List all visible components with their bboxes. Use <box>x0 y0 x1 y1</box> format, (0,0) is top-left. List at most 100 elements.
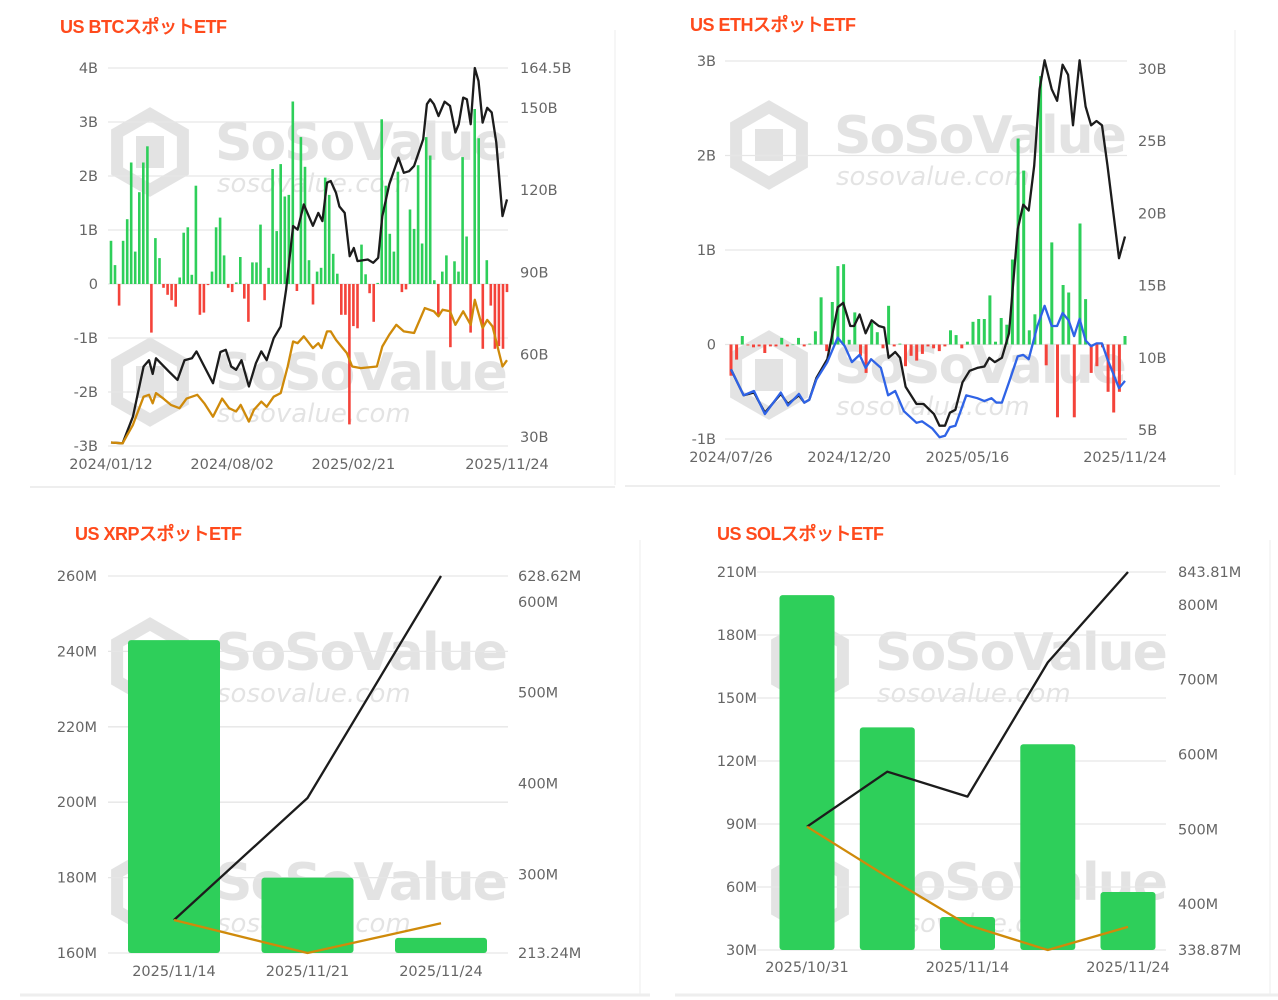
btc-chart-title: US BTCスポットETF <box>60 17 227 37</box>
outflow-bar <box>170 284 173 301</box>
outflow-bar <box>774 344 778 347</box>
inflow-bar <box>1050 242 1054 345</box>
inflow-bar <box>392 251 396 284</box>
inflow-bar <box>954 335 958 345</box>
line-black-series <box>729 59 1127 427</box>
sosovalue-logo-icon <box>755 129 783 161</box>
inflow-bar <box>327 194 331 284</box>
left-axis-tick-label: 1B <box>697 243 716 259</box>
inflow-bar <box>336 273 339 284</box>
inflow-bar <box>441 271 444 284</box>
right-axis-tick-label: 213.24M <box>518 946 581 962</box>
inflow-bar <box>965 341 969 345</box>
inflow-bar <box>384 185 388 284</box>
xrp-chart: SoSoValuesosovalue.comSoSoValuesosovalue… <box>57 569 581 980</box>
inflow-bar <box>331 253 335 284</box>
outflow-bar <box>230 284 234 293</box>
outflow-bar <box>372 284 375 322</box>
inflow-bar <box>859 727 915 950</box>
outflow-bar <box>348 284 351 425</box>
inflow-bar <box>323 177 327 284</box>
left-axis-tick-label: 120M <box>717 754 757 770</box>
inflow-bar <box>279 164 282 284</box>
inflow-bar <box>445 255 448 284</box>
right-axis-tick-label: 400M <box>1178 897 1218 913</box>
line-blue-series <box>729 304 1126 439</box>
inflow-bar <box>898 343 902 345</box>
right-axis-tick-label: 164.5B <box>520 61 571 77</box>
xrp-chart-title: US XRPスポットETF <box>75 524 242 544</box>
inflow-bar <box>875 332 879 345</box>
outflow-bar <box>1106 344 1110 392</box>
left-axis-tick-label: 160M <box>57 946 97 962</box>
outflow-bar <box>489 284 493 306</box>
inflow-bar <box>186 227 190 284</box>
outflow-bar <box>1089 344 1093 373</box>
left-axis-tick-label: 1B <box>79 223 98 239</box>
line-gold-series <box>173 918 442 955</box>
inflow-bar <box>1084 299 1088 345</box>
right-axis-tick-label: 500M <box>1178 822 1218 838</box>
inflow-bar <box>988 295 992 345</box>
panel-dividers <box>20 30 1278 997</box>
outflow-bar <box>437 284 440 317</box>
left-axis-tick-label: 60M <box>726 880 757 896</box>
inflow-bar <box>255 262 258 284</box>
inflow-bar <box>1027 330 1031 345</box>
x-axis-tick-label: 2025/11/14 <box>926 960 1010 976</box>
inflow-bar <box>830 302 834 345</box>
outflow-bar <box>757 344 761 347</box>
inflow-bar <box>360 244 363 284</box>
left-axis-tick-label: 200M <box>57 795 97 811</box>
right-axis-tick-label: 15B <box>1138 279 1166 295</box>
inflow-bar <box>473 109 476 284</box>
inflow-bar <box>214 227 218 284</box>
inflow-bar <box>420 243 424 284</box>
right-axis-tick-label: 400M <box>518 776 558 792</box>
outflow-bar <box>226 284 230 288</box>
inflow-bar <box>424 137 428 284</box>
inflow-bar <box>887 305 891 345</box>
inflow-bar <box>299 137 303 284</box>
outflow-bar <box>162 284 165 288</box>
watermark-url: sosovalue.com <box>877 679 1071 709</box>
x-axis-tick-label: 2025/11/21 <box>266 964 350 980</box>
outflow-bar <box>932 344 936 349</box>
inflow-bar <box>797 337 800 345</box>
inflow-bar <box>364 274 367 284</box>
inflow-bar <box>412 228 416 284</box>
outflow-bar <box>937 344 941 352</box>
inflow-bar <box>779 595 835 950</box>
x-axis-tick-label: 2025/11/24 <box>1083 450 1167 466</box>
outflow-bar <box>311 284 315 305</box>
outflow-bar <box>352 284 355 327</box>
watermark-brand: SoSoValue <box>215 623 506 683</box>
watermark-brand: SoSoValue <box>215 343 506 403</box>
left-axis-tick-label: 3B <box>79 115 98 131</box>
inflow-bar <box>949 330 952 345</box>
inflow-bar <box>819 297 823 345</box>
left-axis-tick-label: -1B <box>74 331 98 347</box>
inflow-bar <box>1100 892 1156 950</box>
right-axis-tick-label: 628.62M <box>518 569 581 585</box>
inflow-bar <box>395 937 487 953</box>
outflow-bar <box>1072 344 1076 418</box>
x-axis-tick-label: 2024/07/26 <box>689 450 773 466</box>
outflow-bar <box>117 284 121 306</box>
inflow-bar <box>158 258 161 284</box>
outflow-bar <box>501 284 505 349</box>
line-black-series <box>110 66 509 445</box>
inflow-bar <box>971 321 975 345</box>
inflow-bar <box>142 162 145 284</box>
inflow-bar <box>146 146 149 284</box>
right-axis-tick-label: 338.87M <box>1178 943 1241 959</box>
inflow-bar <box>416 165 420 284</box>
bars <box>729 76 1127 418</box>
left-axis-tick-label: 3B <box>697 54 716 70</box>
inflow-bar <box>847 339 851 345</box>
outflow-bar <box>915 344 919 361</box>
right-axis-tick-label: 30B <box>1138 62 1166 78</box>
